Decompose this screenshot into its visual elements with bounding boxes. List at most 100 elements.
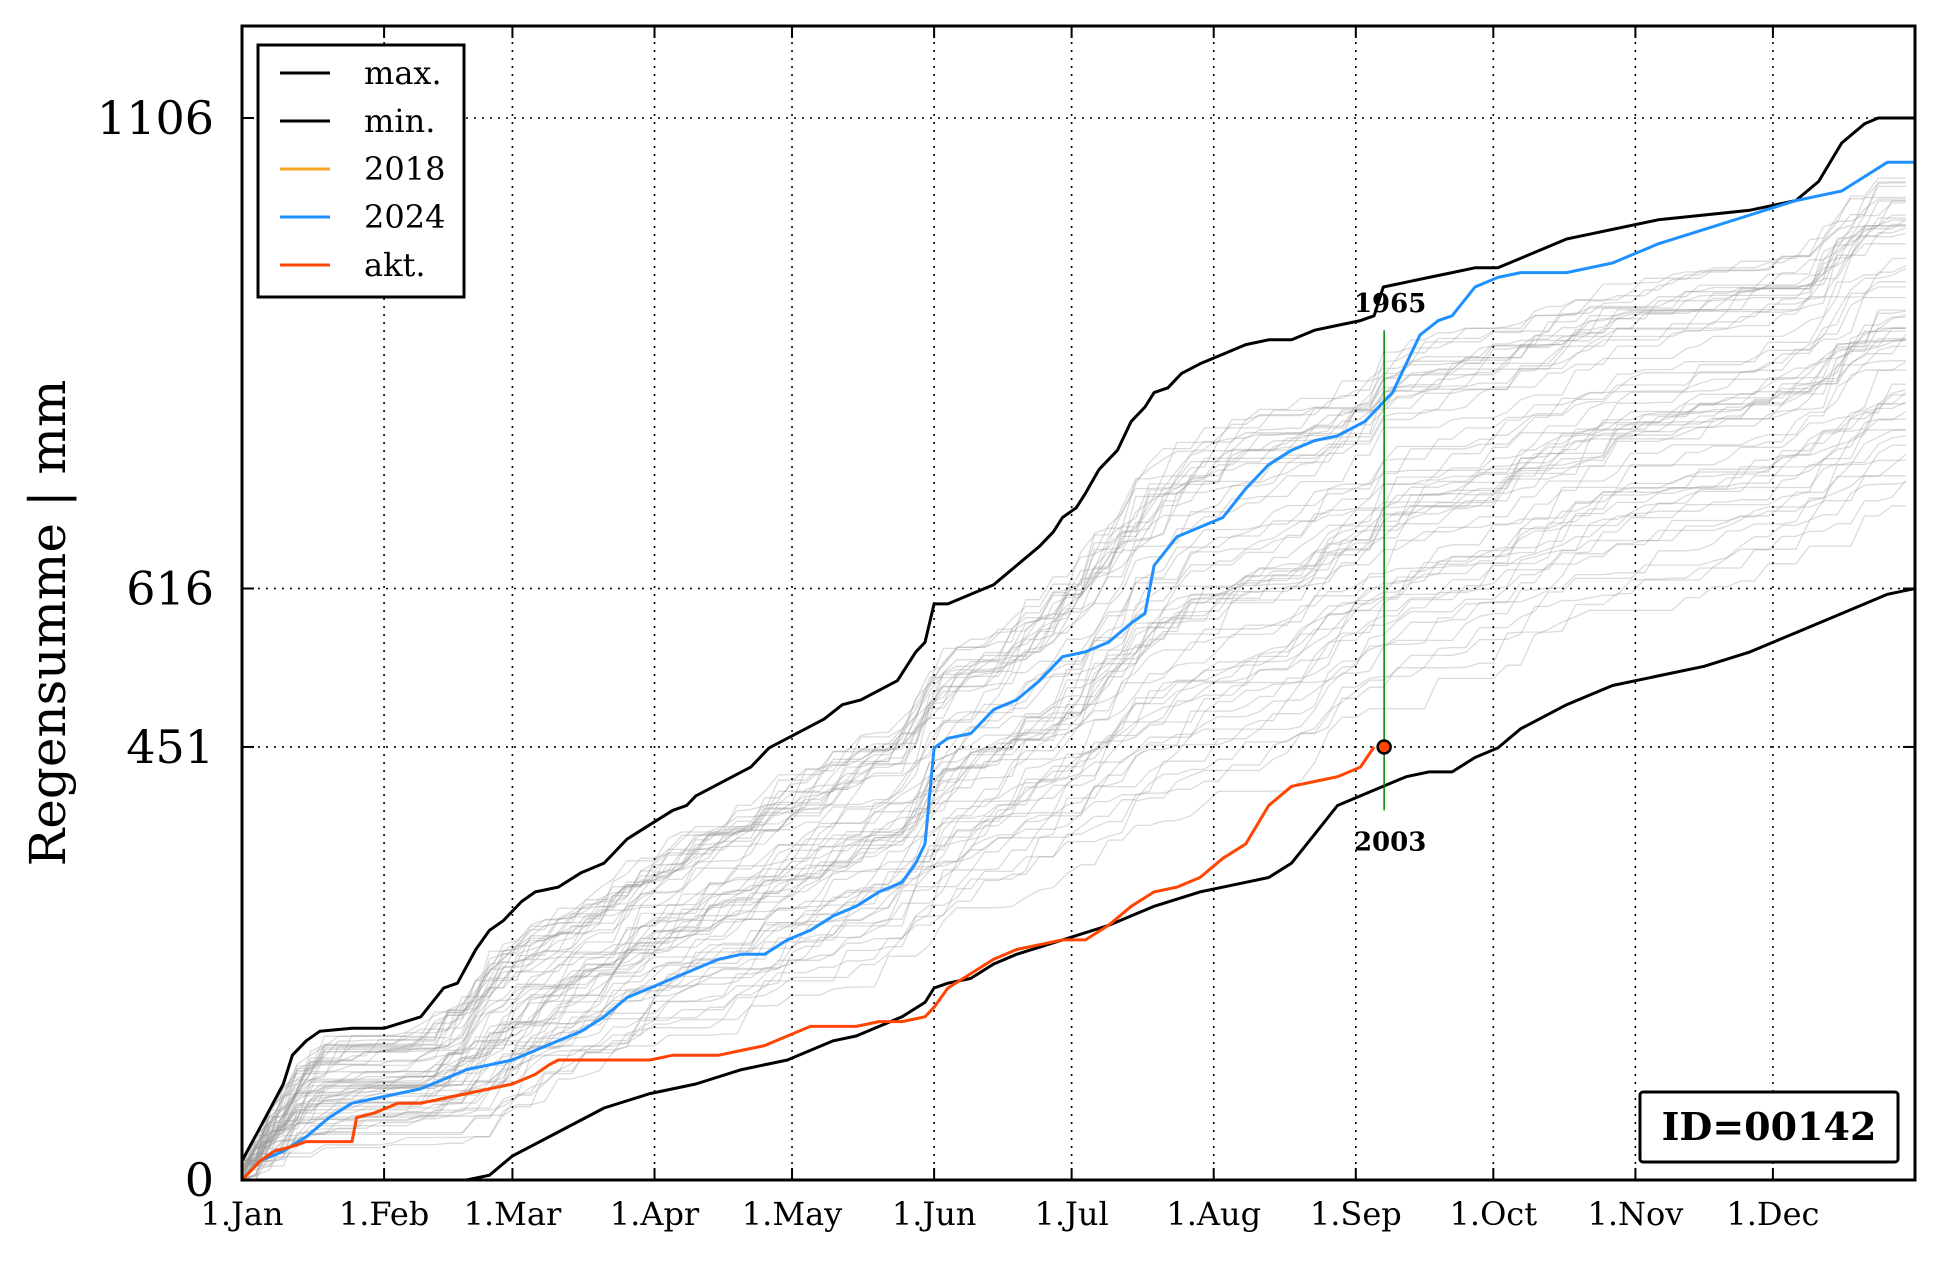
legend-label: 2024	[364, 198, 445, 236]
background-year-line	[241, 316, 1906, 1162]
legend-label: max.	[364, 54, 442, 92]
background-year-line	[241, 200, 1906, 1162]
x-tick-label: 1.Apr	[610, 1195, 700, 1233]
annotations: 1965 2003	[1354, 289, 1426, 857]
background-year-line	[242, 338, 1906, 1162]
background-year-line	[241, 428, 1906, 1181]
x-tick-label: 1.Nov	[1587, 1195, 1683, 1233]
x-tick-label: 1.Jul	[1035, 1195, 1109, 1233]
background-year-line	[241, 199, 1906, 1173]
background-year-line	[241, 225, 1906, 1175]
reference-vertical-line-group	[1376, 330, 1392, 811]
y-axis-label: Regensumme | mm	[19, 380, 77, 867]
background-year-line	[241, 219, 1907, 1167]
background-year-line	[241, 223, 1906, 1178]
background-year-line	[241, 185, 1906, 1166]
background-year-line	[241, 327, 1906, 1181]
background-year-line	[241, 334, 1907, 1162]
background-year-line	[241, 482, 1906, 1181]
background-year-line	[241, 243, 1906, 1181]
y-tick-labels: 0 451 616 1106	[97, 91, 214, 1207]
background-year-line	[242, 401, 1907, 1162]
background-year-line	[242, 444, 1906, 1162]
background-year-line	[242, 403, 1906, 1171]
background-year-line	[241, 219, 1906, 1162]
background-year-line	[241, 202, 1906, 1171]
background-year-line	[242, 480, 1907, 1166]
background-year-line	[241, 383, 1906, 1181]
background-year-line	[241, 369, 1906, 1181]
x-tick-label: 1.Jan	[200, 1195, 283, 1233]
background-year-line	[241, 339, 1906, 1180]
axis-ticks	[241, 26, 1915, 1181]
background-year-line	[241, 225, 1906, 1162]
background-year-line	[241, 459, 1906, 1162]
background-year-line	[241, 198, 1906, 1162]
x-tick-label: 1.Sep	[1310, 1195, 1402, 1233]
background-year-line	[241, 339, 1906, 1180]
background-year-line	[241, 265, 1907, 1162]
axes-frame	[240, 24, 1917, 1182]
background-year-line	[241, 475, 1906, 1181]
background-year-line	[241, 286, 1906, 1171]
series-line-akt	[240, 746, 1376, 1182]
background-year-line	[242, 313, 1906, 1164]
background-year-line	[241, 361, 1907, 1181]
background-year-line	[241, 217, 1906, 1178]
background-year-line	[241, 232, 1906, 1162]
y-tick-label: 616	[126, 562, 214, 616]
year-annotation: 2003	[1354, 827, 1426, 857]
background-year-line	[242, 327, 1906, 1167]
background-year-line	[241, 181, 1906, 1170]
background-year-line	[241, 227, 1907, 1177]
x-tick-label: 1.Jun	[892, 1195, 977, 1233]
station-id-label: ID=00142	[1662, 1104, 1877, 1149]
background-year-line	[242, 345, 1906, 1162]
background-year-line	[241, 182, 1906, 1173]
background-year-line	[241, 337, 1906, 1181]
x-tick-label: 1.Feb	[339, 1195, 429, 1233]
background-year-line	[241, 327, 1906, 1181]
x-tick-label: 1.Dec	[1726, 1195, 1819, 1233]
background-year-line	[241, 394, 1906, 1181]
background-year-line	[242, 453, 1907, 1181]
series-line-min	[242, 587, 1916, 1182]
background-year-line	[242, 310, 1906, 1164]
background-year-line	[241, 429, 1906, 1178]
legend: max. min. 2018 2024 akt.	[256, 43, 466, 299]
series-line-2024	[240, 160, 1915, 1182]
background-year-line	[242, 411, 1907, 1177]
legend-label: min.	[364, 102, 435, 140]
background-year-line	[241, 389, 1906, 1181]
current-value-marker	[1376, 739, 1392, 755]
background-year-line	[241, 309, 1906, 1171]
background-year-line	[241, 435, 1906, 1181]
background-year-line	[242, 505, 1906, 1162]
y-tick-label: 1106	[97, 91, 214, 145]
background-year-line	[241, 296, 1906, 1173]
station-id-box-frame	[1638, 1090, 1900, 1164]
year-annotation: 1965	[1354, 289, 1426, 319]
background-year-lines	[241, 177, 1907, 1181]
x-tick-label: 1.Mar	[464, 1195, 562, 1233]
background-year-line	[241, 196, 1906, 1172]
background-year-line	[242, 392, 1907, 1166]
legend-label: akt.	[364, 246, 426, 284]
legend-frame	[256, 43, 466, 299]
series-lines	[240, 116, 1916, 1182]
x-tick-label: 1.Oct	[1450, 1195, 1538, 1233]
background-year-line	[241, 281, 1906, 1171]
x-tick-label: 1.Aug	[1166, 1195, 1261, 1233]
series-line-max	[240, 116, 1915, 1162]
background-year-line	[241, 330, 1906, 1162]
background-year-line	[241, 177, 1906, 1181]
background-year-line	[241, 214, 1906, 1162]
background-year-line	[241, 267, 1907, 1162]
background-year-line	[241, 360, 1906, 1181]
y-tick-label: 0	[185, 1153, 214, 1207]
background-year-line	[241, 257, 1906, 1171]
grid-lines	[242, 26, 1915, 1180]
x-tick-label: 1.May	[742, 1195, 842, 1233]
